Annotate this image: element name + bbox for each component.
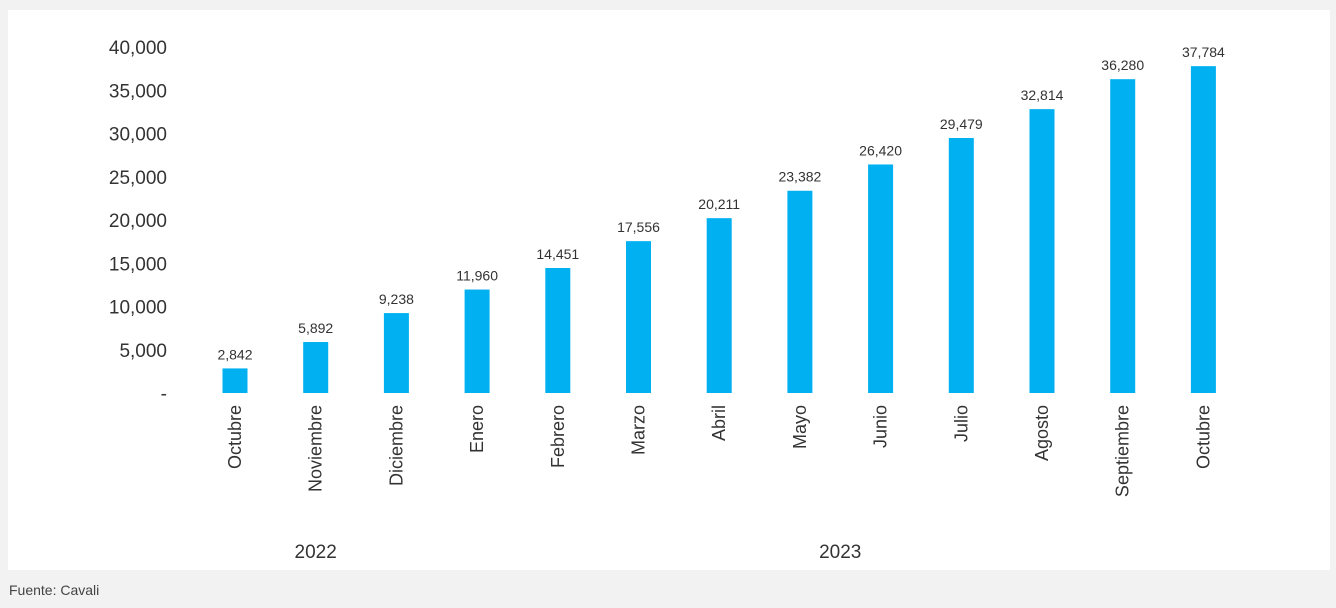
y-tick-label: 40,000	[109, 38, 167, 59]
bar	[545, 267, 571, 393]
y-tick-label: 35,000	[109, 81, 167, 102]
x-tick-label: Abril	[709, 405, 729, 441]
data-label: 14,451	[536, 246, 579, 262]
chart-area	[8, 10, 1330, 570]
y-tick-label: 25,000	[109, 168, 167, 189]
data-label: 29,479	[940, 116, 983, 132]
data-label: 17,556	[617, 219, 660, 235]
data-label: 23,382	[778, 169, 821, 185]
bar	[1029, 109, 1055, 393]
data-label: 20,211	[698, 196, 740, 212]
y-tick-label: 5,000	[119, 341, 167, 362]
bar	[464, 289, 490, 393]
bar	[1110, 79, 1136, 393]
x-tick-label: Octubre	[225, 405, 245, 469]
data-label: 37,784	[1182, 44, 1225, 60]
year-groups: 2022 2023	[295, 542, 862, 563]
bar	[787, 190, 813, 393]
x-tick-label: Mayo	[790, 405, 810, 449]
bar	[706, 218, 732, 393]
x-tick-label: Diciembre	[386, 405, 406, 486]
year-group-label: 2023	[819, 542, 861, 563]
bar	[303, 342, 329, 393]
y-tick-label: 20,000	[109, 211, 167, 232]
source-note: Fuente: Cavali	[9, 582, 100, 598]
data-label: 2,842	[217, 346, 252, 362]
x-tick-label: Junio	[871, 405, 891, 448]
bar	[948, 138, 974, 393]
year-group-label: 2022	[295, 542, 337, 563]
x-axis: Octubre Noviembre Diciembre Enero Febrero Mar…	[225, 405, 1213, 497]
bars	[222, 66, 1216, 394]
bar	[222, 368, 248, 393]
x-tick-label: Noviembre	[306, 405, 326, 492]
x-tick-label: Marzo	[629, 405, 649, 455]
data-labels: 2,842 5,892 9,238 11,960 14,451 17,556 20,211 2…	[217, 44, 1225, 362]
x-tick-label: Septiembre	[1113, 405, 1133, 497]
data-label: 26,420	[859, 142, 902, 158]
y-axis: - 5,000 10,000 15,000 20,000 25,000 30,000 35,0…	[109, 38, 167, 405]
bar	[868, 164, 894, 393]
bar	[1190, 66, 1216, 394]
data-label: 32,814	[1021, 87, 1064, 103]
y-tick-label: 30,000	[109, 125, 167, 146]
x-tick-label: Febrero	[548, 405, 568, 468]
y-tick-label: -	[161, 384, 167, 405]
bar	[383, 313, 409, 393]
y-tick-label: 15,000	[109, 254, 167, 275]
x-tick-label: Enero	[467, 405, 487, 453]
x-tick-label: Octubre	[1193, 405, 1213, 469]
data-label: 36,280	[1101, 57, 1144, 73]
bar	[626, 241, 651, 393]
y-tick-label: 10,000	[109, 298, 167, 319]
x-tick-label: Julio	[951, 405, 971, 442]
data-label: 9,238	[379, 291, 414, 307]
x-tick-label: Agosto	[1032, 405, 1052, 461]
data-label: 11,960	[456, 268, 498, 284]
data-label: 5,892	[298, 320, 333, 336]
